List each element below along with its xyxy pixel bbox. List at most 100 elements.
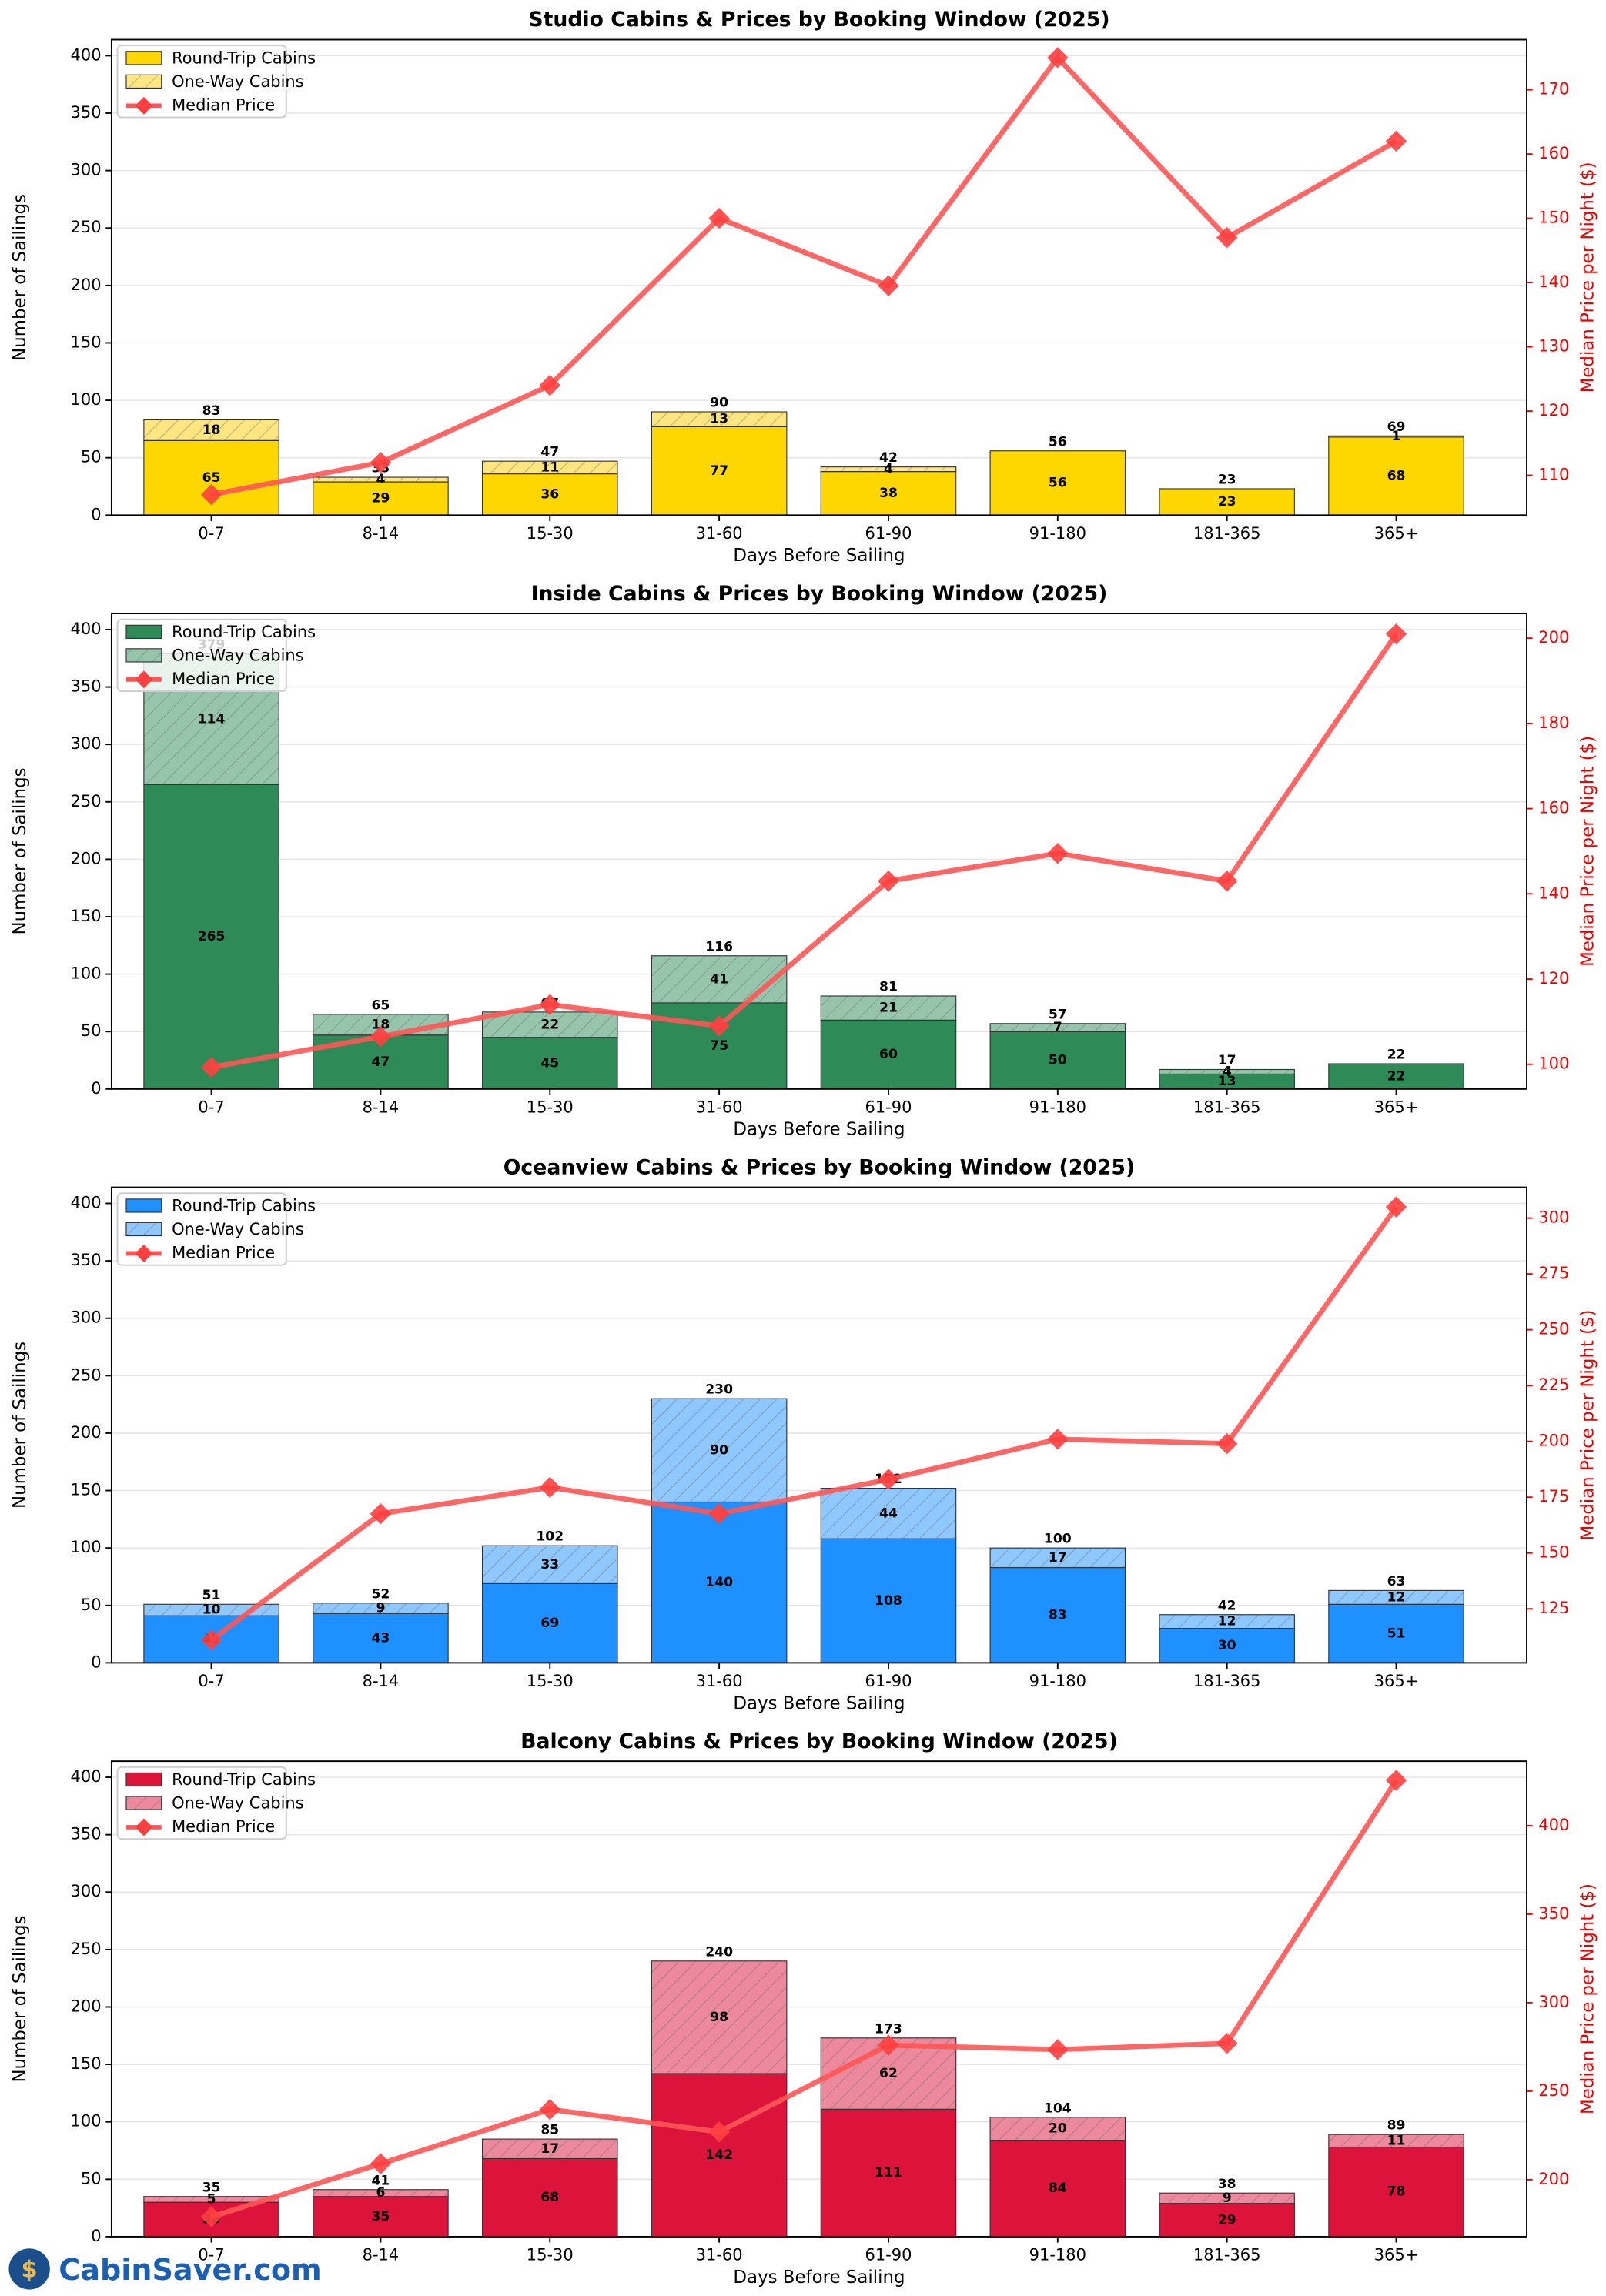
y-tick-label: 250 xyxy=(71,1940,102,1958)
x-tick-label: 365+ xyxy=(1374,1672,1419,1690)
y2-tick-label: 250 xyxy=(1538,2081,1569,2100)
total-label: 69 xyxy=(1387,419,1406,435)
y2-tick-label: 140 xyxy=(1538,272,1569,291)
x-tick-label: 181-365 xyxy=(1193,2246,1261,2264)
y2-tick-label: 125 xyxy=(1538,1599,1569,1617)
value-label: 265 xyxy=(198,929,226,944)
price-marker xyxy=(878,2034,899,2056)
price-marker xyxy=(708,1015,730,1037)
value-label: 18 xyxy=(371,1017,390,1032)
legend-label: One-Way Cabins xyxy=(172,1220,304,1238)
value-label: 77 xyxy=(710,463,728,479)
value-label: 10 xyxy=(202,1603,221,1618)
bar-one-way-hatch xyxy=(990,1548,1126,1568)
bar-round-trip xyxy=(313,481,449,516)
y-tick-label: 200 xyxy=(71,1423,102,1442)
y-tick-label: 200 xyxy=(71,276,102,294)
y2-tick-label: 140 xyxy=(1538,884,1569,902)
bar-one-way-hatch xyxy=(143,2196,279,2203)
legend-label: One-Way Cabins xyxy=(172,646,304,664)
value-label: 22 xyxy=(540,1017,559,1032)
x-tick-label: 61-90 xyxy=(865,524,912,543)
legend-swatch xyxy=(125,1772,162,1787)
bar-round-trip xyxy=(651,2073,788,2238)
y2-tick-label: 275 xyxy=(1538,1264,1569,1282)
value-label: 44 xyxy=(879,1506,898,1521)
value-label: 68 xyxy=(1387,469,1406,484)
bar-round-trip xyxy=(989,1566,1126,1663)
plot-frame xyxy=(110,613,1527,1090)
value-label: 5 xyxy=(207,2191,216,2207)
value-label: 56 xyxy=(1049,476,1067,491)
y2-tick-label: 200 xyxy=(1538,1432,1569,1450)
y-tick-label: 300 xyxy=(71,734,102,753)
price-marker xyxy=(1047,2039,1069,2060)
legend-swatch-hatch xyxy=(125,75,162,89)
total-label: 81 xyxy=(879,980,898,995)
price-marker xyxy=(1216,870,1238,892)
x-tick-label: 61-90 xyxy=(865,2246,912,2264)
value-label: 12 xyxy=(1387,1589,1406,1605)
y-tick-label: 200 xyxy=(71,1997,102,2015)
y2-tick-label: 120 xyxy=(1538,401,1569,419)
plot-frame xyxy=(110,1760,1527,2238)
value-label: 43 xyxy=(371,1630,390,1646)
y2-axis-title: Median Price per Night ($) xyxy=(1578,1310,1598,1541)
value-label: 4 xyxy=(884,462,893,477)
chart-title: Balcony Cabins & Prices by Booking Windo… xyxy=(520,1730,1118,1753)
total-label: 23 xyxy=(1218,473,1236,488)
value-label: 83 xyxy=(1049,1607,1067,1623)
y2-tick-label: 160 xyxy=(1538,144,1569,162)
bar-round-trip xyxy=(820,1538,957,1663)
legend-label: Median Price xyxy=(172,670,275,688)
y-tick-label: 300 xyxy=(71,1882,102,1900)
price-line xyxy=(210,1779,1399,2220)
bar-round-trip xyxy=(651,426,788,516)
y-tick-label: 350 xyxy=(71,1825,102,1843)
bar-one-way-hatch xyxy=(1159,1069,1295,1074)
value-label: 30 xyxy=(1218,1638,1236,1653)
x-tick-label: 91-180 xyxy=(1029,2246,1086,2264)
y2-tick-label: 200 xyxy=(1538,2170,1569,2188)
y-tick-label: 100 xyxy=(71,2112,102,2131)
total-label: 173 xyxy=(875,2021,902,2037)
x-tick-label: 61-90 xyxy=(865,1098,912,1117)
y-tick-label: 150 xyxy=(71,1481,102,1499)
x-tick-label: 0-7 xyxy=(198,2246,224,2264)
value-label: 11 xyxy=(540,460,559,475)
bar-one-way-hatch xyxy=(143,419,279,441)
x-axis-title: Days Before Sailing xyxy=(733,546,905,566)
value-label: 35 xyxy=(371,2209,390,2224)
chart: Studio Cabins & Prices by Booking Window… xyxy=(10,8,1598,566)
x-tick-label: 0-7 xyxy=(198,1098,224,1117)
x-tick-label: 365+ xyxy=(1374,1098,1419,1117)
price-marker xyxy=(370,452,392,473)
bar-round-trip xyxy=(820,471,957,516)
y-tick-label: 300 xyxy=(71,161,102,179)
x-tick-label: 15-30 xyxy=(527,524,574,543)
total-label: 52 xyxy=(371,1586,390,1602)
total-label: 17 xyxy=(1218,1053,1236,1068)
total-label: 89 xyxy=(1387,2118,1406,2134)
y2-tick-label: 120 xyxy=(1538,969,1569,988)
total-label: 90 xyxy=(710,396,728,411)
y-tick-label: 400 xyxy=(71,620,102,638)
legend-label: Median Price xyxy=(172,95,275,114)
price-marker xyxy=(539,2098,561,2121)
value-label: 90 xyxy=(710,1442,728,1458)
value-label: 41 xyxy=(710,971,728,987)
price-marker xyxy=(539,994,561,1015)
total-label: 56 xyxy=(1049,434,1067,450)
x-tick-label: 8-14 xyxy=(363,1672,400,1690)
value-label: 21 xyxy=(879,1001,898,1016)
legend-swatch xyxy=(125,51,162,65)
bar-one-way-hatch xyxy=(1328,1590,1464,1605)
bar-one-way-hatch xyxy=(990,2117,1126,2141)
price-marker xyxy=(1047,47,1069,69)
x-tick-label: 365+ xyxy=(1374,2246,1419,2264)
y2-tick-label: 400 xyxy=(1538,1816,1569,1834)
chart: Inside Cabins & Prices by Booking Window… xyxy=(10,582,1598,1140)
bar-round-trip xyxy=(989,1031,1126,1090)
value-label: 50 xyxy=(1049,1053,1067,1068)
value-label: 13 xyxy=(1218,1074,1236,1089)
